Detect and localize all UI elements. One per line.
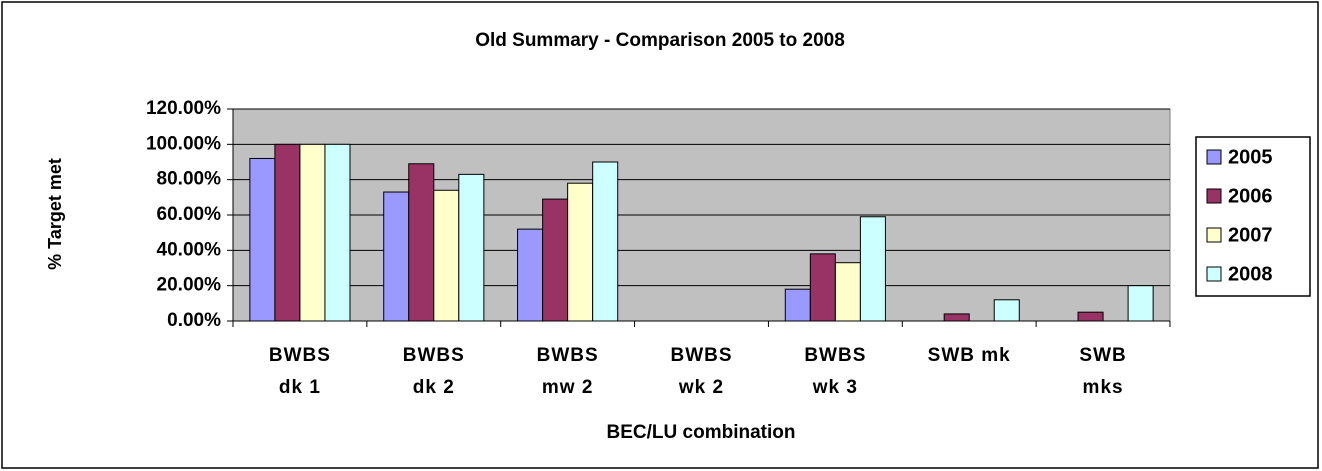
- legend-label: 2005: [1228, 146, 1273, 168]
- x-tick-label: SWB mk: [927, 345, 1011, 366]
- bar: [592, 161, 619, 322]
- legend-swatch: [1206, 266, 1222, 282]
- bar: [433, 189, 460, 322]
- legend-swatch: [1206, 149, 1222, 165]
- y-tick-label: 40.00%: [157, 239, 222, 260]
- bar: [993, 299, 1020, 322]
- bar: [408, 163, 435, 322]
- y-tick-label: 20.00%: [157, 275, 222, 296]
- y-tick-label: 0.00%: [167, 310, 221, 331]
- legend-label: 2008: [1228, 263, 1273, 285]
- x-tick-label: SWB mks: [1079, 345, 1127, 398]
- x-tick-label: BWBS wk 2: [670, 345, 733, 398]
- x-axis-title: BEC/LU combination: [607, 422, 796, 443]
- x-tick-label: BWBS mw 2: [536, 345, 599, 398]
- bar: [249, 157, 276, 322]
- bar: [784, 288, 811, 322]
- bar: [567, 182, 594, 322]
- x-tick-label: BWBS wk 3: [804, 345, 867, 398]
- y-tick-label: 100.00%: [146, 133, 221, 154]
- bar: [943, 313, 970, 322]
- bar: [458, 173, 485, 322]
- bar: [859, 216, 886, 322]
- x-tick-label: BWBS dk 2: [402, 345, 465, 398]
- legend-swatch: [1206, 188, 1222, 204]
- bar: [517, 228, 544, 322]
- bar: [383, 191, 410, 322]
- bar: [274, 143, 301, 322]
- bar: [809, 253, 836, 322]
- legend-swatch: [1206, 227, 1222, 243]
- legend-label: 2006: [1228, 185, 1273, 207]
- bar: [299, 143, 326, 322]
- y-tick-label: 80.00%: [157, 169, 222, 190]
- bar: [834, 262, 861, 322]
- y-tick-label: 120.00%: [146, 98, 221, 119]
- bar: [1127, 285, 1154, 322]
- bar: [324, 143, 351, 322]
- legend-label: 2007: [1228, 224, 1273, 246]
- y-axis-title: % Target met: [45, 158, 65, 270]
- bar: [542, 198, 569, 322]
- chart-title: Old Summary - Comparison 2005 to 2008: [475, 30, 845, 51]
- y-tick-label: 60.00%: [157, 204, 222, 225]
- x-tick-label: BWBS dk 1: [268, 345, 331, 398]
- bar: [1077, 311, 1104, 322]
